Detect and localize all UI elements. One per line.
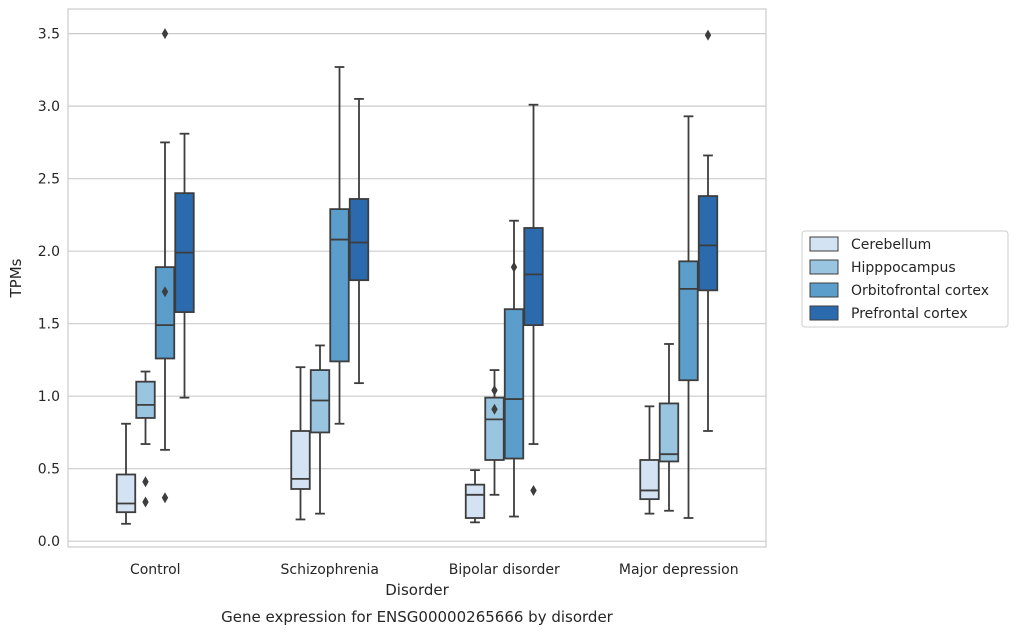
legend-label: Cerebellum — [851, 237, 931, 253]
legend-swatch — [809, 236, 839, 252]
series-prefrontal-cortex — [174, 29, 719, 496]
box-1 — [309, 344, 331, 515]
box-iqr — [290, 430, 311, 490]
legend-swatch — [809, 259, 839, 275]
box-iqr — [135, 380, 156, 419]
legend-frame — [801, 230, 1009, 328]
box-0 — [174, 132, 195, 399]
box-iqr — [464, 483, 486, 519]
box-0 — [154, 28, 176, 504]
outlier-point — [142, 496, 149, 508]
box-iqr — [115, 473, 137, 514]
x-tick-label: Major depression — [619, 562, 739, 578]
box-1 — [348, 98, 370, 385]
box-1 — [329, 66, 350, 425]
x-axis-tick-labels: Control Schizophrenia Bipolar disorder Majo… — [130, 562, 739, 578]
y-axis-title: TPMs — [7, 258, 25, 298]
outlier-point — [491, 384, 498, 396]
outlier-point — [161, 28, 169, 40]
x-axis-title: Disorder — [385, 581, 449, 599]
series-hipppocampus — [135, 343, 680, 515]
box-iqr — [639, 459, 660, 501]
box-iqr — [348, 198, 370, 282]
box-2 — [464, 469, 486, 524]
box-2 — [523, 103, 544, 496]
legend: Cerebellum Hipppocampus Orbitofrontal cort… — [801, 230, 1009, 328]
y-tick-label: 1.5 — [38, 317, 60, 333]
outlier-point — [491, 403, 498, 415]
box-iqr — [154, 266, 176, 360]
x-tick-label: Control — [130, 562, 181, 578]
outlier-point — [704, 29, 712, 41]
outlier-point — [161, 492, 169, 504]
box-0 — [135, 370, 156, 508]
box-plot-series — [115, 28, 719, 525]
box-1 — [290, 366, 311, 521]
legend-label: Orbitofrontal cortex — [851, 283, 989, 299]
outlier-point — [142, 476, 149, 488]
outlier-point — [510, 261, 518, 273]
box-0 — [115, 422, 137, 525]
box-iqr — [329, 208, 350, 363]
box-3 — [658, 343, 680, 512]
box-iqr — [658, 402, 680, 463]
outlier-point — [530, 484, 537, 496]
x-tick-label: Schizophrenia — [281, 562, 379, 578]
box-3 — [697, 29, 719, 432]
box-iqr — [503, 308, 525, 460]
legend-swatch — [809, 305, 839, 321]
box-3 — [639, 405, 660, 515]
outlier-point — [161, 286, 169, 298]
box-2 — [503, 219, 525, 518]
box-iqr — [697, 195, 719, 292]
y-tick-label: 3.5 — [38, 27, 60, 43]
y-tick-label: 0.5 — [38, 462, 60, 478]
series-cerebellum — [115, 366, 660, 525]
x-tick-label: Bipolar disorder — [449, 562, 560, 578]
legend-swatch — [809, 282, 839, 298]
box-iqr — [678, 260, 699, 382]
box-iqr — [523, 227, 544, 327]
box-2 — [484, 369, 505, 496]
box-iqr — [484, 396, 505, 461]
y-tick-label: 1.0 — [38, 389, 60, 405]
y-tick-label: 3.0 — [38, 99, 60, 115]
box-3 — [678, 115, 699, 519]
y-tick-label: 2.5 — [38, 172, 60, 188]
plot-area-frame — [67, 8, 767, 548]
series-orbitofrontal-cortex — [154, 28, 699, 519]
y-tick-label: 2.0 — [38, 244, 60, 260]
legend-label: Prefrontal cortex — [851, 306, 968, 322]
y-axis-tick-labels: 0.0 0.5 1.0 1.5 2.0 2.5 3.0 3.5 — [38, 27, 60, 551]
legend-label: Hipppocampus — [851, 260, 956, 276]
y-tick-label: 0.0 — [38, 534, 60, 550]
chart-caption: Gene expression for ENSG00000265666 by d… — [221, 608, 614, 626]
